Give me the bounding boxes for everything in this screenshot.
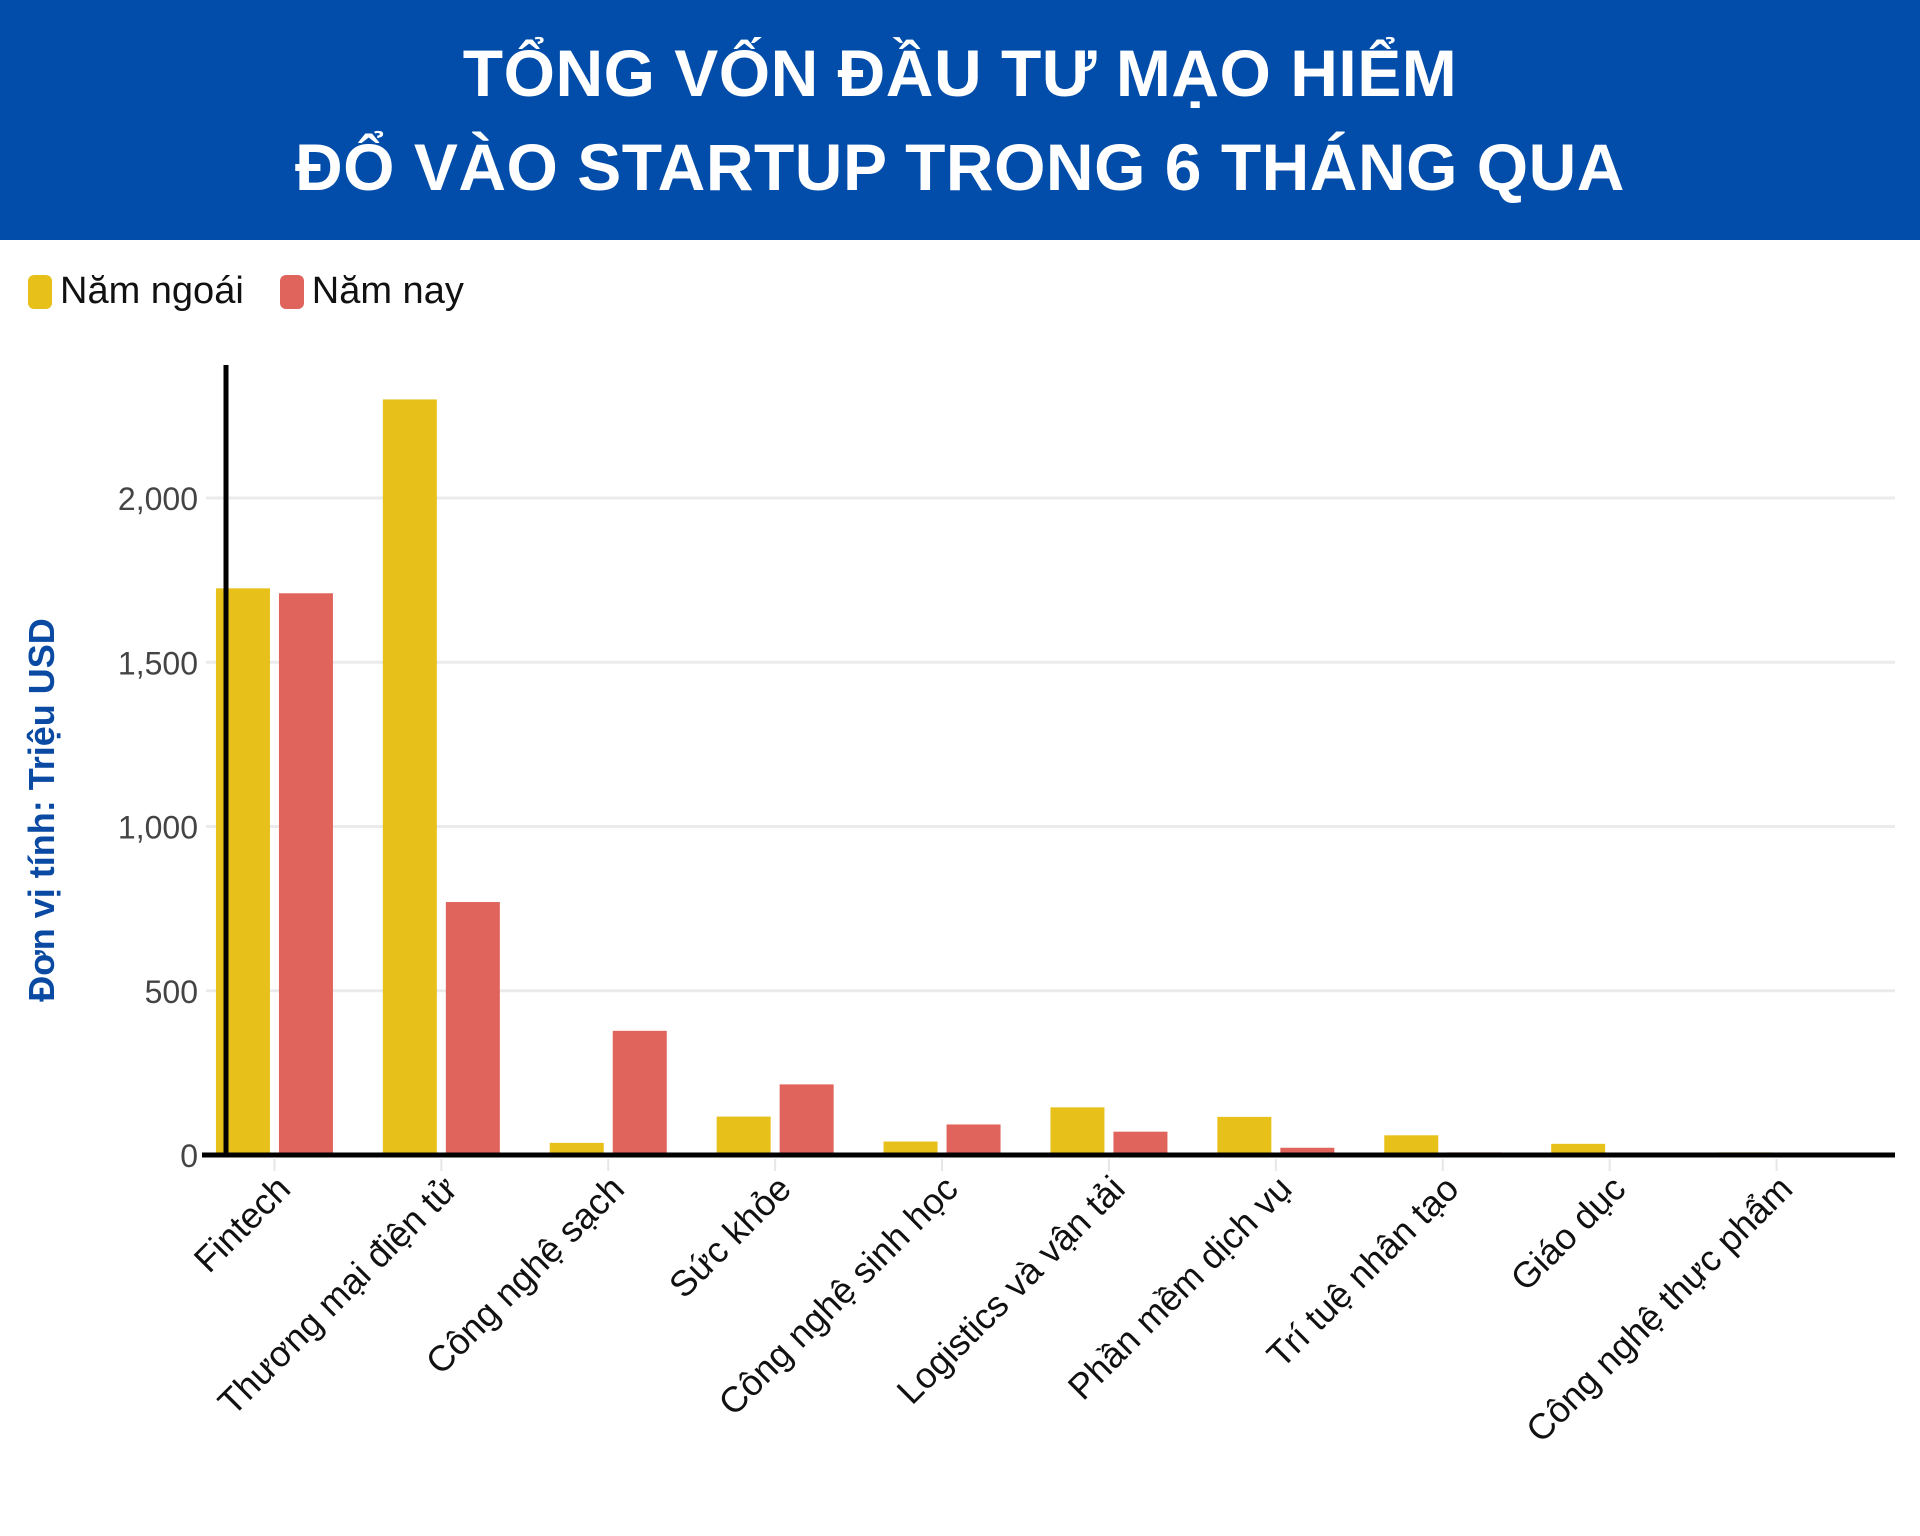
bar-last-year	[1050, 1107, 1105, 1155]
y-tick-label: 1,500	[118, 645, 198, 681]
legend-item-this-year: Năm nay	[279, 270, 464, 313]
y-tick-label: 0	[180, 1138, 198, 1174]
chart-header: TỔNG VỐN ĐẦU TƯ MẠO HIỂM ĐỔ VÀO STARTUP …	[0, 0, 1920, 240]
bar-last-year	[1551, 1143, 1606, 1155]
bar-this-year	[1113, 1131, 1168, 1155]
bar-last-year	[716, 1116, 771, 1155]
x-category-label: Công nghệ thực phẩm	[1518, 1168, 1800, 1450]
legend-item-last-year: Năm ngoái	[28, 270, 244, 313]
bar-this-year	[612, 1030, 667, 1155]
chart-legend: Năm ngoái Năm nay	[28, 270, 500, 313]
bar-last-year	[549, 1142, 604, 1155]
legend-swatch-last-year	[28, 274, 52, 309]
bar-this-year	[779, 1084, 834, 1155]
legend-label-last-year: Năm ngoái	[60, 270, 244, 312]
chart-title-line-1: TỔNG VỐN ĐẦU TƯ MẠO HIỂM	[462, 36, 1458, 110]
y-tick-label: 500	[145, 974, 198, 1010]
bar-last-year	[1217, 1116, 1272, 1155]
bar-this-year	[445, 902, 500, 1155]
bar-last-year	[382, 399, 437, 1155]
legend-swatch-this-year	[279, 274, 304, 309]
bar-this-year	[278, 593, 333, 1155]
chart-title-line-2: ĐỔ VÀO STARTUP TRONG 6 THÁNG QUA	[295, 130, 1625, 204]
x-category-label: Giáo dục	[1502, 1168, 1633, 1299]
y-tick-label: 1,000	[118, 810, 198, 846]
legend-label-this-year: Năm nay	[311, 270, 464, 312]
bar-last-year	[883, 1141, 938, 1155]
x-category-label: Fintech	[186, 1168, 298, 1280]
y-tick-label: 2,000	[118, 481, 198, 517]
bar-this-year	[1280, 1147, 1335, 1155]
x-category-label: Sức khỏe	[661, 1168, 799, 1306]
bar-last-year	[1384, 1135, 1439, 1155]
bar-this-year	[946, 1124, 1001, 1155]
